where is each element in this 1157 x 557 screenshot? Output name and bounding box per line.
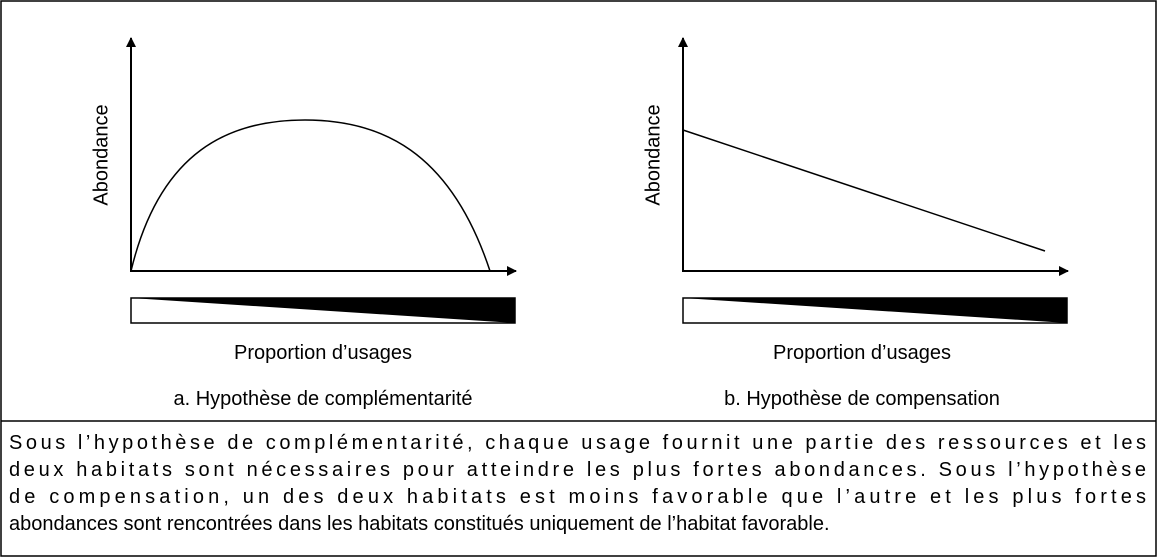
y-label: Abondance [642, 104, 664, 205]
description-line: de compensation, un des deux habitats es… [9, 486, 1146, 508]
y-label: Abondance [90, 104, 112, 205]
caption: b. Hypothèse de compensation [724, 388, 1000, 410]
panel-b: Abondance Proportion d’usages b. Hypothè… [642, 37, 1069, 410]
line [682, 129, 1046, 252]
description-line: deux habitats sont nécessaires pour atte… [9, 459, 1146, 481]
description: Sous l’hypothèse de complémentarité, cha… [9, 432, 1146, 535]
panel-a: Abondance Proportion d’usages a. Hypothè… [90, 37, 517, 410]
curve [130, 119, 491, 272]
gradient-wedge [131, 298, 515, 323]
description-line: abondances sont rencontrées dans les hab… [9, 513, 830, 535]
gradient-wedge [683, 298, 1067, 323]
x-label: Proportion d’usages [773, 342, 951, 364]
x-label: Proportion d’usages [234, 342, 412, 364]
caption: a. Hypothèse de complémentarité [173, 388, 472, 410]
description-line: Sous l’hypothèse de complémentarité, cha… [9, 432, 1146, 454]
